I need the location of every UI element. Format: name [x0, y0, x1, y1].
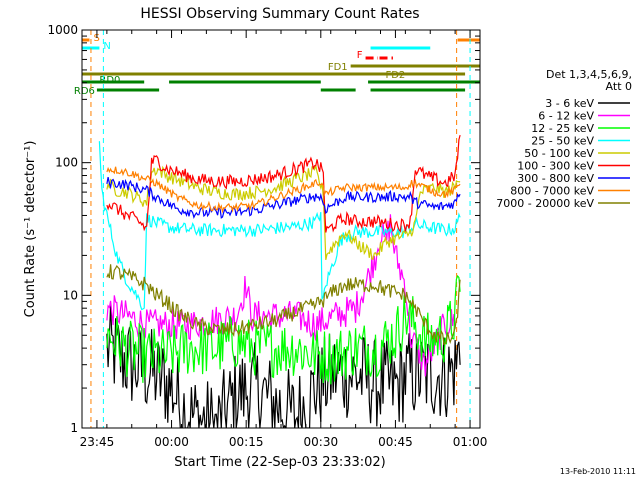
footer-date: 13-Feb-2010 11:11	[560, 467, 636, 476]
vertical-markers	[90, 30, 471, 428]
series-line-4	[106, 163, 461, 261]
legend-label: 6 - 12 keV	[538, 110, 594, 123]
x-tick-label: 00:00	[154, 435, 189, 449]
legend-title-1: Det 1,3,4,5,6,9,	[546, 68, 632, 81]
legend-label: 3 - 6 keV	[545, 97, 594, 110]
legend-label: 300 - 800 keV	[517, 172, 594, 185]
flag-label-rd6: RD6	[74, 86, 95, 97]
y-axis-label: Count Rate (s⁻¹ detector⁻¹)	[23, 141, 38, 318]
x-tick-label: 00:15	[229, 435, 264, 449]
series-line-7	[106, 166, 461, 214]
y-tick-label: 1	[70, 421, 78, 435]
y-tick-label: 100	[55, 156, 78, 170]
legend-title-2: Att 0	[606, 80, 632, 93]
legend-label: 25 - 50 keV	[531, 135, 594, 148]
x-tick-label: 01:00	[453, 435, 488, 449]
flag-label-s: S	[93, 33, 99, 44]
flag-label-fd2: FD2	[385, 70, 405, 81]
series-line-5	[106, 134, 461, 233]
legend-label: 800 - 7000 keV	[510, 185, 594, 198]
legend-label: 12 - 25 keV	[531, 122, 594, 135]
flag-label-rd0: RD0	[99, 75, 120, 86]
flag-label-n: N	[103, 41, 110, 52]
y-tick-label: 1000	[47, 23, 78, 37]
flag-label-fd1: FD1	[328, 62, 348, 73]
legend-label: 50 - 100 keV	[524, 147, 594, 160]
series-line-0	[106, 304, 461, 428]
flag-label-f: F	[357, 50, 363, 61]
x-tick-label: 00:45	[378, 435, 413, 449]
flag-bars: SN F FD1 FD2 RD0 RD6	[74, 33, 480, 97]
y-axis-ticks: 1 10 100 1000	[47, 23, 480, 435]
series-line-8	[106, 264, 461, 346]
chart-title: HESSI Observing Summary Count Rates	[140, 6, 419, 22]
legend-label: 7000 - 20000 keV	[496, 197, 594, 210]
legend-label: 100 - 300 keV	[517, 160, 594, 173]
x-axis-ticks: 23:45 00:00 00:15 00:30 00:45 01:00	[80, 30, 488, 449]
series-line-2	[106, 274, 461, 385]
x-tick-label: 23:45	[80, 435, 115, 449]
y-tick-label: 10	[63, 288, 78, 302]
x-tick-label: 00:30	[304, 435, 339, 449]
series-lines	[98, 134, 461, 428]
x-axis-label: Start Time (22-Sep-03 23:33:02)	[174, 455, 385, 470]
